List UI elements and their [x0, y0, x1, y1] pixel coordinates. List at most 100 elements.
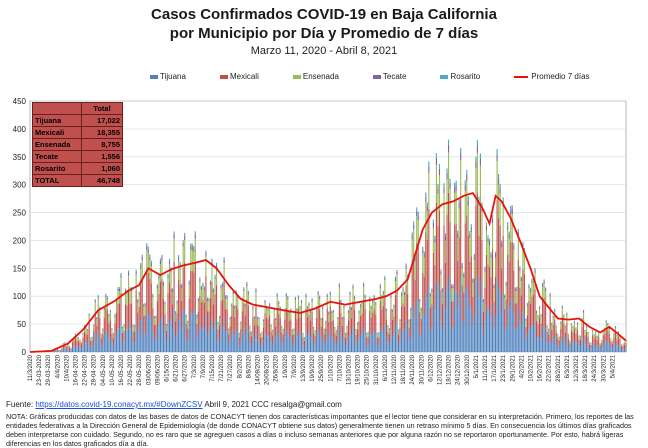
bar-segment-ensenada [234, 308, 235, 317]
bar-segment-rosarito [395, 277, 396, 279]
bar-segment-mexicali [310, 321, 311, 337]
bar-segment-rosarito [312, 298, 313, 299]
bar-segment-tecate [542, 284, 543, 286]
x-tick-label: 17/1/2021 [492, 354, 498, 381]
x-tick-label: 30/11/2020 [419, 354, 425, 384]
bar-segment-tijuana [319, 332, 320, 352]
bar-segment-mexicali [151, 283, 152, 319]
bar-segment-ensenada [252, 309, 253, 318]
bar-segment-ensenada [446, 179, 447, 214]
bar-segment-mexicali [278, 314, 279, 334]
bar-segment-mexicali [445, 263, 446, 309]
bar-segment-rosarito [386, 309, 387, 310]
y-tick-label: 50 [17, 320, 26, 329]
bar-segment-tecate [318, 292, 319, 294]
bar-segment-tecate [357, 323, 358, 324]
x-tick-label: 22/2/2021 [547, 354, 553, 381]
bar-segment-mexicali [357, 330, 358, 342]
bar-segment-tijuana [578, 346, 579, 352]
bar-segment-tecate [224, 260, 225, 263]
source-suffix: Abril 9, 2021 CCC resalga@gmail.com [203, 400, 342, 409]
bar-segment-mexicali [196, 324, 197, 339]
bar-segment-tecate [568, 334, 569, 335]
bar-segment-tijuana [465, 290, 466, 352]
bar-segment-rosarito [177, 300, 178, 301]
bar-segment-ensenada [363, 287, 364, 300]
bar-segment-mexicali [600, 346, 601, 349]
bar-segment-tecate [111, 329, 112, 330]
bar-segment-ensenada [430, 296, 431, 307]
bar-segment-tecate [324, 329, 325, 330]
bar-segment-mexicali [430, 308, 431, 331]
totals-value: 18,355 [82, 127, 123, 139]
bar-segment-tecate [483, 300, 484, 302]
bar-segment-tecate [566, 314, 567, 315]
bar-segment-tecate [305, 295, 306, 297]
bar-segment-tijuana [102, 344, 103, 352]
bar-segment-rosarito [606, 320, 607, 321]
bar-segment-rosarito [360, 304, 361, 305]
bar-segment-tecate [571, 324, 572, 325]
x-tick-label: 24/12/2020 [456, 354, 462, 385]
bar-segment-rosarito [139, 292, 140, 294]
bar-segment-tecate [101, 334, 102, 335]
bar-segment-ensenada [133, 326, 134, 331]
bar-segment-tijuana [304, 347, 305, 352]
bar-segment-mexicali [450, 222, 451, 290]
bar-segment-rosarito [96, 317, 97, 318]
bar-segment-tecate [312, 300, 313, 302]
bar-segment-tijuana [592, 344, 593, 352]
bar-segment-tecate [498, 178, 499, 184]
bar-segment-rosarito [556, 326, 557, 327]
bar-segment-tecate [92, 337, 93, 338]
bar-segment-mexicali [268, 319, 269, 336]
bar-segment-rosarito [122, 327, 123, 328]
bar-segment-rosarito [539, 306, 540, 307]
bar-segment-tijuana [588, 345, 589, 352]
bar-segment-mexicali [313, 333, 314, 343]
bar-segment-mexicali [163, 299, 164, 327]
bar-segment-mexicali [78, 341, 79, 347]
bar-segment-mexicali [460, 199, 461, 279]
bar-segment-tecate [155, 317, 156, 318]
bar-segment-mexicali [409, 328, 410, 341]
bar-segment-rosarito [330, 291, 331, 293]
bar-segment-tijuana [169, 318, 170, 352]
bar-segment-tecate [146, 246, 147, 250]
bar-segment-rosarito [119, 287, 120, 289]
bar-segment-tecate [439, 169, 440, 176]
bar-segment-ensenada [161, 260, 162, 279]
bar-segment-tijuana [181, 327, 182, 352]
bar-segment-mexicali [266, 317, 267, 335]
bar-segment-mexicali [569, 343, 570, 347]
bar-segment-tijuana [498, 288, 499, 352]
bar-segment-tijuana [477, 276, 478, 352]
bar-segment-ensenada [592, 331, 593, 335]
bar-segment-tecate [450, 183, 451, 189]
bar-segment-ensenada [507, 230, 508, 255]
x-tick-label: 6/12/2020 [428, 354, 434, 381]
bar-segment-rosarito [248, 291, 249, 293]
bar-segment-tijuana [242, 332, 243, 352]
bar-segment-tijuana [557, 346, 558, 352]
bar-segment-tecate [286, 295, 287, 297]
bar-segment-ensenada [227, 299, 228, 310]
bar-segment-rosarito [207, 298, 208, 299]
bar-segment-tecate [254, 317, 255, 318]
bar-segment-tecate [440, 272, 441, 275]
bar-segment-ensenada [572, 328, 573, 333]
bar-segment-tecate [327, 295, 328, 297]
x-tick-label: 1/10/2020 [328, 354, 334, 381]
bar-segment-ensenada [142, 260, 143, 279]
bar-segment-ensenada [562, 308, 563, 317]
bar-segment-tecate [76, 337, 77, 338]
bar-segment-ensenada [305, 297, 306, 308]
bar-segment-ensenada [416, 216, 417, 243]
bar-segment-ensenada [578, 336, 579, 339]
source-link[interactable]: https://datos.covid-19.conacyt.mx/#DownZ… [35, 400, 202, 409]
bar-segment-tecate [525, 319, 526, 320]
bar-segment-ensenada [481, 211, 482, 239]
bar-segment-tijuana [372, 333, 373, 352]
bar-segment-tijuana [113, 345, 114, 352]
bar-segment-rosarito [202, 283, 203, 285]
